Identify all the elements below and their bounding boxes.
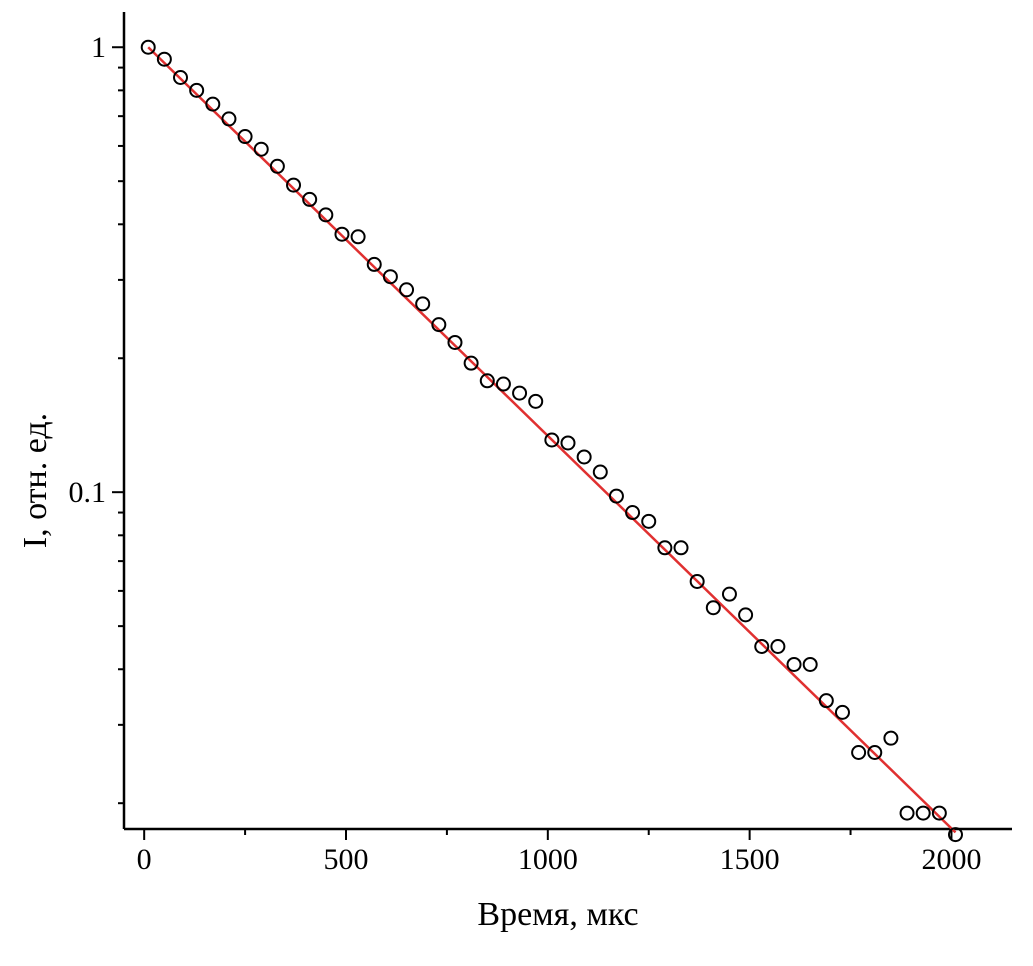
data-point xyxy=(415,296,431,312)
data-point xyxy=(770,638,786,654)
data-point xyxy=(269,158,285,174)
data-point xyxy=(786,656,802,672)
data-point xyxy=(657,540,673,556)
data-point xyxy=(576,449,592,465)
x-tick-label: 500 xyxy=(324,843,369,876)
y-tick-label: 1 xyxy=(91,31,106,64)
data-point xyxy=(560,435,576,451)
data-point xyxy=(512,385,528,401)
data-point xyxy=(608,488,624,504)
data-point xyxy=(947,827,963,843)
data-point xyxy=(899,805,915,821)
data-point xyxy=(802,656,818,672)
data-point xyxy=(173,70,189,86)
data-point xyxy=(156,51,172,67)
data-point xyxy=(286,177,302,193)
data-point xyxy=(834,704,850,720)
fit-line xyxy=(147,46,957,834)
data-point xyxy=(221,111,237,127)
data-point xyxy=(883,730,899,746)
data-point xyxy=(689,573,705,589)
data-point xyxy=(818,693,834,709)
data-point xyxy=(528,393,544,409)
data-point xyxy=(915,805,931,821)
data-point xyxy=(447,334,463,350)
data-point xyxy=(641,513,657,529)
data-point xyxy=(253,141,269,157)
data-points xyxy=(140,39,963,843)
data-point xyxy=(544,432,560,448)
data-point xyxy=(479,373,495,389)
data-point xyxy=(350,229,366,245)
data-point xyxy=(318,207,334,223)
x-tick-label: 1500 xyxy=(720,843,780,876)
data-point xyxy=(721,586,737,602)
fit-line-group xyxy=(147,46,957,834)
axes xyxy=(122,12,1012,831)
x-axis-title: Время, мкс xyxy=(477,896,638,933)
data-point xyxy=(495,376,511,392)
data-point xyxy=(705,600,721,616)
data-point xyxy=(754,638,770,654)
data-point xyxy=(302,191,318,207)
data-point xyxy=(366,256,382,272)
data-point xyxy=(189,82,205,98)
x-tick-label: 0 xyxy=(137,843,152,876)
data-point xyxy=(431,317,447,333)
y-tick-label: 0.1 xyxy=(69,476,107,509)
data-point xyxy=(592,464,608,480)
data-point xyxy=(205,96,221,112)
x-tick-label: 2000 xyxy=(921,843,981,876)
x-tick-label: 1000 xyxy=(518,843,578,876)
data-point xyxy=(334,226,350,242)
data-point xyxy=(140,39,156,55)
data-point xyxy=(738,607,754,623)
data-point xyxy=(673,540,689,556)
data-point xyxy=(867,744,883,760)
data-point xyxy=(851,744,867,760)
data-point xyxy=(931,805,947,821)
data-point xyxy=(399,282,415,298)
y-axis-title: I, отн. ед. xyxy=(17,413,54,548)
ticks: 0 500 1000 1500 2000 0.1 1 xyxy=(69,31,982,876)
data-point xyxy=(237,129,253,145)
data-point xyxy=(625,505,641,521)
data-point xyxy=(382,269,398,285)
data-point xyxy=(463,355,479,371)
